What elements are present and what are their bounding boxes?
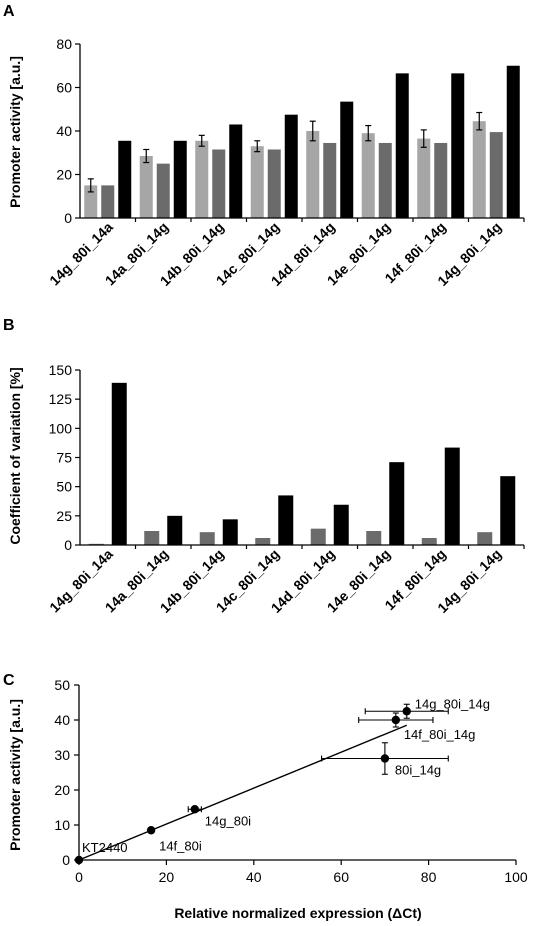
bar — [389, 462, 405, 545]
y-tick-label: 40 — [56, 123, 72, 139]
data-point — [380, 754, 390, 763]
bar — [284, 114, 298, 218]
bar — [84, 185, 98, 218]
panel-c-label: C — [3, 672, 15, 689]
panel-b-category-labels: 14g_80i_14a14a_80i_14g14b_80i_14g14c_80i… — [46, 546, 504, 616]
point-label: 14g_80i — [205, 813, 251, 828]
bar — [417, 138, 431, 218]
panel-c-y-axis-label: Promoter activity [a.u.] — [7, 699, 23, 851]
bar — [506, 65, 520, 218]
panel-a-axes — [79, 44, 525, 222]
point-label: 14g_80i_14g — [415, 696, 490, 711]
bar — [472, 121, 486, 218]
panel-b-axes — [79, 370, 525, 549]
bar — [144, 531, 160, 545]
panel-b: B Coefficient of variation [%] 0 25 50 75 10… — [3, 317, 525, 616]
bar — [156, 163, 170, 218]
bar — [111, 382, 127, 545]
bar — [267, 149, 281, 218]
bar — [173, 140, 187, 218]
bar — [139, 156, 153, 218]
y-tick-label: 20 — [56, 167, 72, 183]
bar — [229, 124, 243, 218]
y-tick-label: 100 — [49, 420, 73, 436]
y-tick-label: 50 — [56, 479, 72, 495]
x-tick-label: 40 — [246, 869, 262, 885]
panel-c: C Promoter activity [a.u.] Relative norm… — [3, 672, 528, 921]
bar — [199, 532, 215, 545]
y-tick-label: 30 — [54, 747, 70, 763]
panel-b-label: B — [3, 317, 15, 334]
bar — [395, 73, 409, 218]
x-tick-label: 0 — [75, 869, 83, 885]
bar — [378, 142, 392, 218]
bar — [477, 532, 493, 545]
y-tick-label: 80 — [56, 36, 72, 52]
data-point — [190, 805, 200, 814]
bar — [222, 519, 238, 545]
y-tick-label: 0 — [62, 852, 70, 868]
y-tick-label: 0 — [64, 537, 72, 553]
bar — [323, 142, 337, 218]
data-point — [402, 707, 411, 716]
y-tick-label: 150 — [49, 362, 73, 378]
panel-c-fit-line — [78, 724, 408, 861]
bar — [333, 504, 349, 545]
bar — [195, 140, 209, 218]
bar — [489, 132, 503, 218]
panel-a-y-axis-label: Promoter activity [a.u.] — [7, 56, 23, 208]
bar — [451, 73, 465, 218]
y-tick-label: 75 — [56, 450, 72, 466]
panel-a-label: A — [3, 3, 15, 20]
panel-a-category-labels: 14g_80i_14a14a_80i_14g14b_80i_14g14c_80i… — [46, 219, 504, 289]
bar — [421, 538, 437, 545]
y-tick-label: 25 — [56, 508, 72, 524]
x-tick-label: 60 — [333, 869, 349, 885]
bar — [340, 101, 354, 218]
x-tick-label: 80 — [421, 869, 437, 885]
bar — [500, 476, 516, 545]
bar — [434, 142, 448, 218]
bar — [255, 538, 271, 545]
point-label: KT2440 — [82, 840, 128, 855]
y-tick-label: 60 — [56, 80, 72, 96]
point-label: 80i_14g — [395, 763, 441, 778]
bar — [366, 531, 382, 545]
panel-b-y-axis-label: Coefficient of variation [%] — [7, 367, 23, 544]
point-label: 14f_80i_14g — [404, 727, 476, 742]
panel-a: A Promoter activity [a.u.] 0 20 40 60 80 14g… — [3, 3, 525, 289]
y-tick-label: 40 — [54, 712, 70, 728]
y-tick-label: 125 — [49, 391, 73, 407]
bar — [310, 528, 326, 545]
bar — [306, 131, 320, 218]
bar — [212, 149, 226, 218]
y-tick-label: 20 — [54, 782, 70, 798]
bar — [361, 133, 375, 218]
point-label: 14f_80i — [159, 838, 202, 853]
data-point — [146, 826, 156, 835]
y-tick-label: 0 — [64, 210, 72, 226]
panel-c-axes — [78, 685, 516, 861]
data-point — [391, 715, 401, 725]
bar — [118, 140, 132, 218]
panel-b-bars — [88, 382, 516, 545]
regression-line — [78, 724, 408, 861]
bar — [444, 447, 460, 545]
panel-b-y-ticks: 0 25 50 75 100 125 150 — [49, 362, 80, 553]
x-tick-label: 20 — [159, 869, 175, 885]
x-tick-label: 100 — [504, 869, 528, 885]
y-tick-label: 10 — [54, 817, 70, 833]
bar — [101, 185, 115, 218]
bar — [167, 515, 183, 545]
panel-c-x-axis-label: Relative normalized expression (ΔCt) — [174, 905, 421, 921]
panel-a-bars — [84, 65, 520, 218]
bar — [250, 146, 264, 218]
bar — [278, 495, 294, 545]
panel-a-y-ticks: 0 20 40 60 80 — [56, 36, 80, 226]
y-tick-label: 50 — [54, 677, 70, 693]
data-point — [74, 855, 84, 865]
